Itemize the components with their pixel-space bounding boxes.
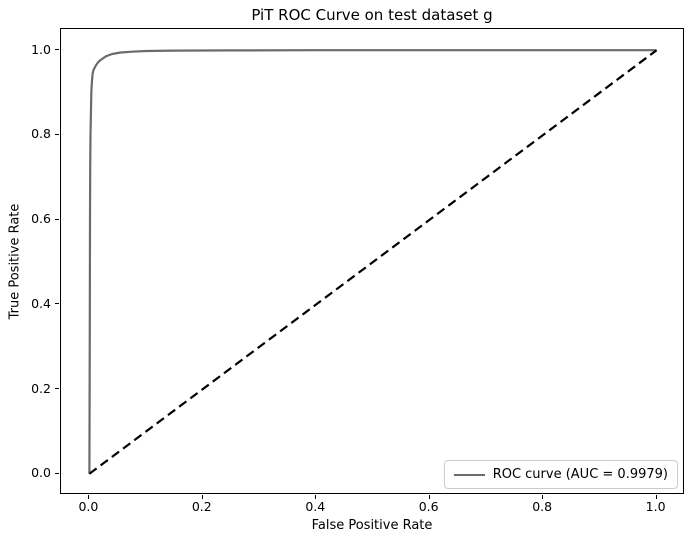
plot-area: ROC curve (AUC = 0.9979) xyxy=(60,28,684,494)
x-tick-mark xyxy=(655,495,657,499)
x-tick-mark xyxy=(315,495,317,499)
y-axis-label: True Positive Rate xyxy=(7,203,23,320)
x-tick-label: 0.2 xyxy=(191,499,212,514)
chart-title: PiT ROC Curve on test dataset g xyxy=(251,6,493,24)
y-tick-mark xyxy=(55,388,59,390)
y-tick-label: 0.8 xyxy=(31,126,51,142)
x-tick-label: 0.4 xyxy=(305,499,326,514)
legend-box: ROC curve (AUC = 0.9979) xyxy=(443,460,678,489)
x-tick-mark xyxy=(542,495,544,499)
y-tick-label: 0.0 xyxy=(31,465,51,481)
x-tick-mark xyxy=(201,495,203,499)
roc-curve-line xyxy=(88,49,657,474)
y-tick-mark xyxy=(55,472,59,474)
x-tick-mark xyxy=(88,495,90,499)
chance-diagonal-line xyxy=(88,49,658,475)
x-tick-label: 0.8 xyxy=(532,499,553,514)
x-tick-label: 1.0 xyxy=(645,499,666,514)
y-tick-mark xyxy=(55,49,59,51)
y-tick-label: 0.4 xyxy=(31,295,51,311)
x-tick-label: 0.6 xyxy=(418,499,439,514)
x-axis-label: False Positive Rate xyxy=(311,518,433,533)
y-tick-mark xyxy=(55,303,59,305)
y-tick-mark xyxy=(55,133,59,135)
x-tick-label: 0.0 xyxy=(78,499,99,514)
y-tick-label: 0.2 xyxy=(31,380,51,396)
legend-label: ROC curve (AUC = 0.9979) xyxy=(492,467,668,482)
legend-line-swatch xyxy=(453,473,485,476)
plot-canvas xyxy=(88,49,658,475)
y-tick-label: 0.6 xyxy=(31,211,51,227)
y-tick-mark xyxy=(55,218,59,220)
x-tick-mark xyxy=(428,495,430,499)
y-tick-label: 1.0 xyxy=(31,41,51,57)
